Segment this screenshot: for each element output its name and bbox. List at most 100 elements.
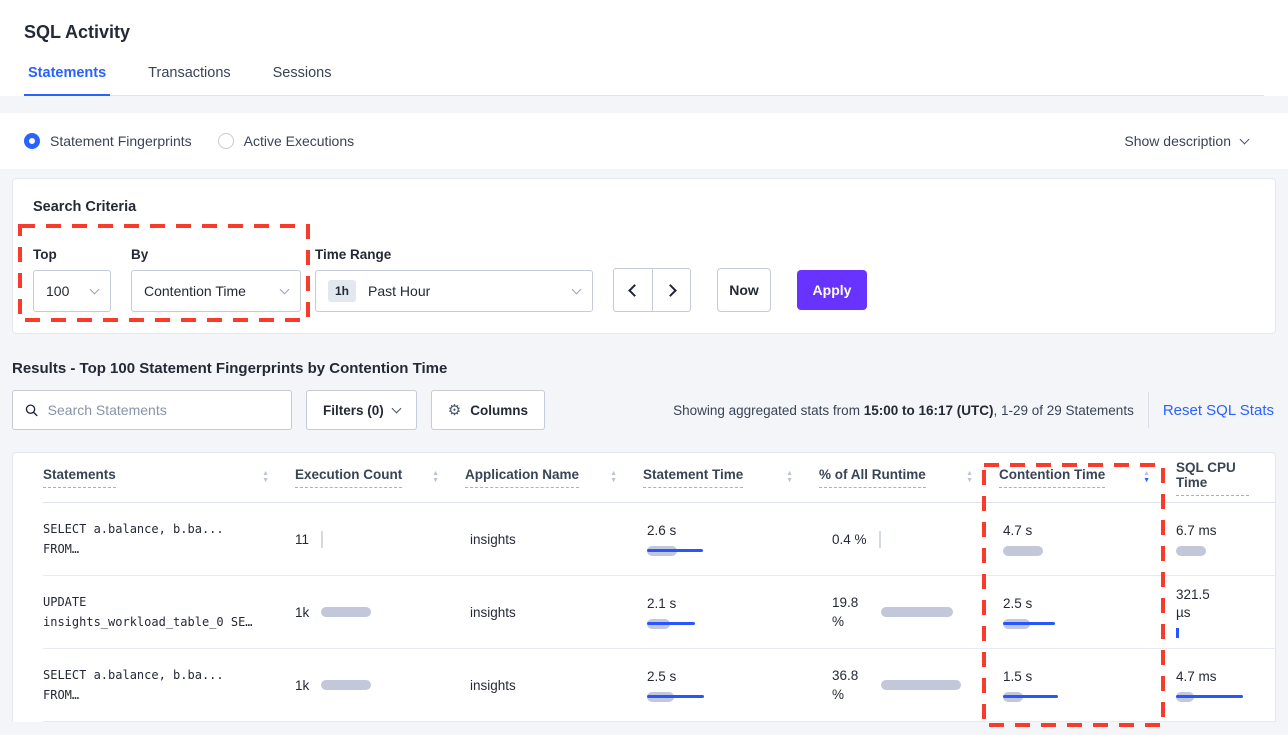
sql-cpu-time-bar xyxy=(1176,627,1275,639)
contention-time-bar xyxy=(1003,545,1176,557)
sql-cpu-time-cell: 321.5 µs xyxy=(1176,586,1275,639)
runtime-pct-bar xyxy=(881,606,953,618)
by-label: By xyxy=(131,247,149,262)
tab-sessions[interactable]: Sessions xyxy=(272,65,332,81)
column-header-statement-time[interactable]: Statement Time ▲ ▼ xyxy=(643,467,819,488)
top-label: Top xyxy=(33,247,57,262)
statements-table: Statements ▲ ▼ Execution Count ▲ ▼ Applica… xyxy=(12,452,1276,722)
contention-time-cell: 1.5 s xyxy=(999,668,1176,703)
sql-cpu-time-bar xyxy=(1176,691,1275,703)
statement-time-cell: 2.1 s xyxy=(643,595,819,630)
runtime-pct-cell: 19.8 % xyxy=(819,593,999,631)
sql-cpu-time-cell: 6.7 ms xyxy=(1176,522,1275,557)
runtime-pct-bar xyxy=(878,530,881,548)
column-header-statements[interactable]: Statements ▲ ▼ xyxy=(43,467,295,488)
now-button[interactable]: Now xyxy=(717,268,771,312)
runtime-pct-cell: 0.4 % xyxy=(819,530,999,549)
radio-selected-icon xyxy=(24,133,40,149)
time-range-control: Time Range 1h Past Hour xyxy=(315,247,593,312)
column-header-runtime-pct[interactable]: % of All Runtime ▲ ▼ xyxy=(819,467,999,488)
chevron-left-icon xyxy=(628,283,641,297)
table-header-row: Statements ▲ ▼ Execution Count ▲ ▼ Applica… xyxy=(43,453,1275,503)
filters-button[interactable]: Filters (0) xyxy=(306,390,417,430)
top-select[interactable]: 100 xyxy=(33,270,111,312)
gear-icon: ⚙ xyxy=(447,401,462,419)
execution-count-cell: 11 xyxy=(295,530,465,549)
statement-cell[interactable]: SELECT a.balance, b.ba... FROM… xyxy=(43,668,224,702)
sort-icon[interactable]: ▲ ▼ xyxy=(966,470,973,484)
chevron-right-icon xyxy=(663,283,677,297)
tab-transactions[interactable]: Transactions xyxy=(148,65,231,81)
time-range-select[interactable]: 1h Past Hour xyxy=(315,270,593,312)
radio-unselected-icon xyxy=(217,133,234,149)
contention-time-cell: 2.5 s xyxy=(999,595,1176,630)
by-control: By Contention Time xyxy=(111,247,301,312)
filters-label: Filters (0) xyxy=(323,402,384,418)
contention-time-cell: 4.7 s xyxy=(999,522,1176,557)
execution-count-bar xyxy=(321,606,372,618)
view-mode-bar: Statement Fingerprints Active Executions… xyxy=(0,113,1288,169)
statement-cell[interactable]: UPDATE insights_workload_table_0 SE… xyxy=(43,595,253,629)
column-header-application-name[interactable]: Application Name ▲ ▼ xyxy=(465,467,643,488)
page-title: SQL Activity xyxy=(24,22,131,42)
search-criteria-panel: Search Criteria Top 100 By Contention Ti… xyxy=(12,178,1276,334)
tab-statements[interactable]: Statements xyxy=(24,65,111,96)
execution-count-bar xyxy=(321,679,372,691)
results-title: Results - Top 100 Statement Fingerprints… xyxy=(12,360,448,377)
table-row[interactable]: SELECT a.balance, b.ba... FROM… 1k insigh… xyxy=(43,649,1275,722)
tab-bar: Statements Transactions Sessions xyxy=(24,65,1264,96)
top-control: Top 100 xyxy=(33,247,111,312)
radio-label: Statement Fingerprints xyxy=(50,133,192,149)
time-range-label: Time Range xyxy=(315,247,392,262)
show-description-toggle[interactable]: Show description xyxy=(1124,133,1250,149)
by-select[interactable]: Contention Time xyxy=(131,270,301,312)
statement-time-cell: 2.6 s xyxy=(643,522,819,557)
columns-label: Columns xyxy=(470,402,528,418)
sort-icon[interactable]: ▲ ▼ xyxy=(432,470,439,484)
chevron-down-icon xyxy=(571,284,582,295)
search-statements-box[interactable] xyxy=(12,390,292,430)
column-header-contention-time[interactable]: Contention Time ▲ ▼ xyxy=(999,467,1176,488)
sort-icon[interactable]: ▲ ▼ xyxy=(610,470,617,484)
stats-summary: Showing aggregated stats from 15:00 to 1… xyxy=(673,402,1134,418)
sort-icon[interactable]: ▲ ▼ xyxy=(262,470,269,484)
application-name-cell: insights xyxy=(470,531,516,547)
reset-sql-stats-link[interactable]: Reset SQL Stats xyxy=(1162,401,1274,419)
runtime-pct-bar xyxy=(881,679,961,691)
radio-label: Active Executions xyxy=(243,133,355,149)
table-row[interactable]: UPDATE insights_workload_table_0 SE… 1k i… xyxy=(43,576,1275,649)
sort-icon[interactable]: ▲ ▼ xyxy=(786,470,793,484)
columns-button[interactable]: ⚙ Columns xyxy=(430,390,545,430)
contention-time-bar xyxy=(1003,691,1176,703)
statement-time-bar xyxy=(647,618,819,630)
execution-count-bar xyxy=(321,530,324,548)
radio-statement-fingerprints[interactable]: Statement Fingerprints xyxy=(24,133,192,149)
by-select-value: Contention Time xyxy=(144,283,246,299)
statement-cell[interactable]: SELECT a.balance, b.ba... FROM… xyxy=(43,522,224,556)
time-next-button[interactable] xyxy=(652,269,690,311)
time-prev-button[interactable] xyxy=(614,269,652,311)
show-description-label: Show description xyxy=(1124,133,1231,149)
table-row[interactable]: SELECT a.balance, b.ba... FROM… 11 insigh… xyxy=(43,503,1275,576)
sort-icon-descending[interactable]: ▲ ▼ xyxy=(1143,470,1150,484)
top-select-value: 100 xyxy=(46,283,70,299)
statement-time-bar xyxy=(647,545,819,557)
application-name-cell: insights xyxy=(470,677,516,693)
results-controls-row: Filters (0) ⚙ Columns Showing aggregated… xyxy=(12,390,1276,430)
time-nav-group xyxy=(613,268,691,312)
column-header-sql-cpu-time[interactable]: SQL CPU Time xyxy=(1176,460,1275,496)
time-range-value: Past Hour xyxy=(368,283,431,299)
radio-active-executions[interactable]: Active Executions xyxy=(217,133,355,149)
chevron-down-icon xyxy=(279,284,290,295)
statement-time-bar xyxy=(647,691,819,703)
search-statements-input[interactable] xyxy=(47,402,279,418)
search-criteria-controls: Top 100 By Contention Time Time Range 1h… xyxy=(33,247,1255,312)
chevron-down-icon xyxy=(1239,134,1250,145)
apply-button[interactable]: Apply xyxy=(797,270,867,310)
statement-time-cell: 2.5 s xyxy=(643,668,819,703)
contention-time-bar xyxy=(1003,618,1176,630)
search-criteria-title: Search Criteria xyxy=(33,199,137,215)
sql-cpu-time-bar xyxy=(1176,545,1275,557)
column-header-execution-count[interactable]: Execution Count ▲ ▼ xyxy=(295,467,465,488)
divider xyxy=(1147,392,1149,428)
